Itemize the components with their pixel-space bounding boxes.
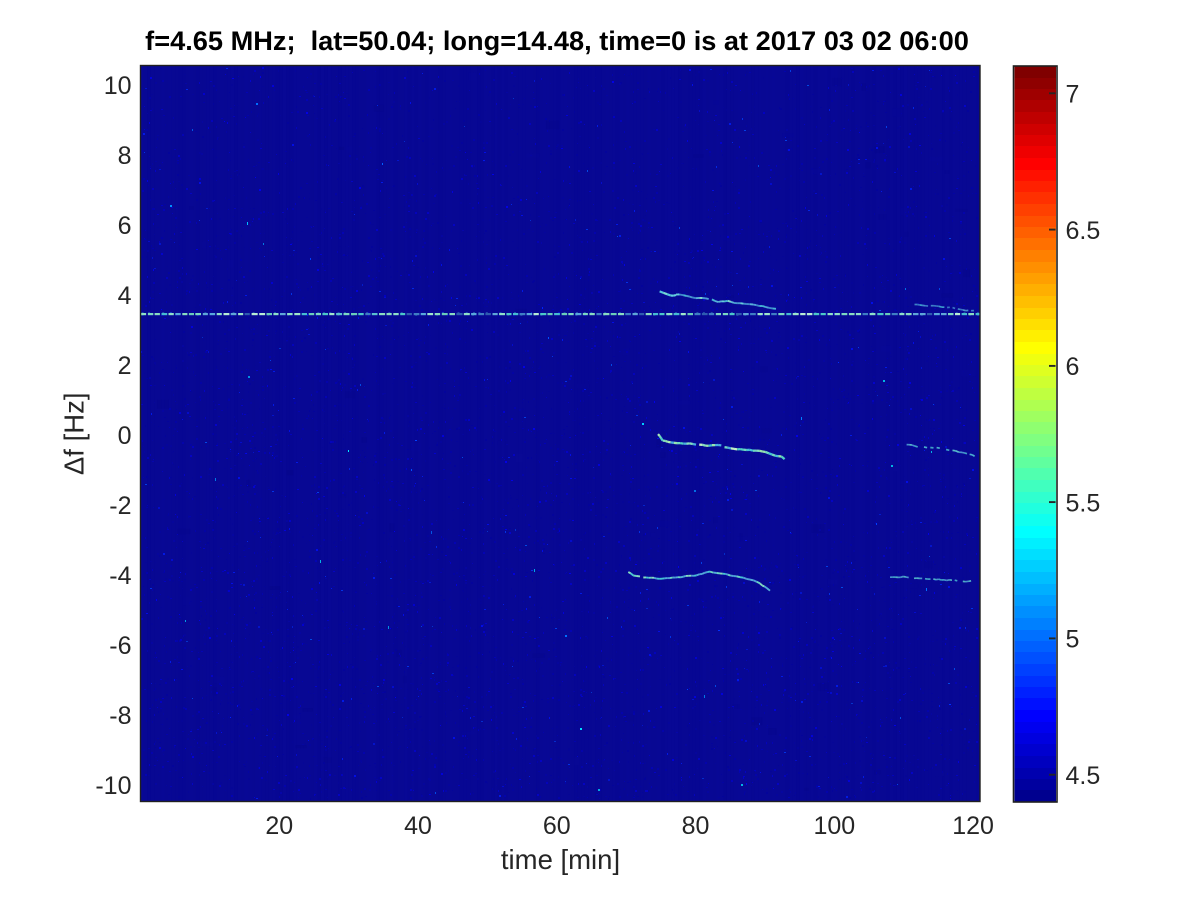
svg-text:80: 80 <box>682 812 710 840</box>
svg-text:40: 40 <box>404 812 432 840</box>
svg-text:120: 120 <box>952 812 994 840</box>
svg-text:8: 8 <box>118 142 132 170</box>
svg-text:7: 7 <box>1066 81 1080 109</box>
svg-text:6.5: 6.5 <box>1066 217 1101 245</box>
svg-text:-4: -4 <box>109 562 131 590</box>
svg-text:-2: -2 <box>109 492 131 520</box>
svg-text:6: 6 <box>1066 353 1080 381</box>
svg-text:4.5: 4.5 <box>1066 762 1101 790</box>
svg-text:5: 5 <box>1066 626 1080 654</box>
svg-text:0: 0 <box>118 422 132 450</box>
svg-text:6: 6 <box>118 212 132 240</box>
svg-text:20: 20 <box>265 812 293 840</box>
svg-text:time [min]: time [min] <box>501 844 620 875</box>
svg-text:f=4.65 MHz; lat=50.04; long=1: f=4.65 MHz; lat=50.04; long=14.48, time=… <box>145 25 969 56</box>
svg-text:-6: -6 <box>109 632 131 660</box>
svg-text:60: 60 <box>543 812 571 840</box>
svg-text:10: 10 <box>104 72 132 100</box>
svg-text:-10: -10 <box>95 772 131 800</box>
svg-text:100: 100 <box>813 812 855 840</box>
svg-text:2: 2 <box>118 352 132 380</box>
svg-text:-8: -8 <box>109 702 131 730</box>
svg-text:5.5: 5.5 <box>1066 489 1101 517</box>
svg-text:Δf [Hz]: Δf [Hz] <box>59 393 90 476</box>
svg-text:4: 4 <box>118 282 132 310</box>
